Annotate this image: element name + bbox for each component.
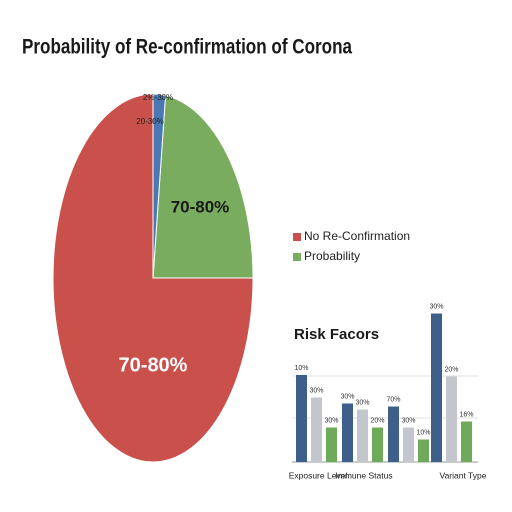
bar — [388, 406, 399, 462]
bar-label: 30% — [324, 417, 338, 424]
bar-label: 20% — [444, 366, 458, 373]
bar-label: 30% — [355, 399, 369, 406]
slice-label: 2%-30% — [143, 93, 173, 102]
chart-title: Probability of Re-confirmation of Corona — [22, 36, 352, 59]
legend-swatch — [293, 233, 301, 241]
bar — [372, 427, 383, 462]
bar — [357, 409, 368, 462]
bar-label: 30% — [340, 393, 354, 400]
pie-slice — [152, 94, 254, 279]
bar — [403, 427, 414, 462]
slice-label: 70-80% — [171, 197, 230, 216]
bar — [311, 397, 322, 462]
bar-label: 30% — [309, 387, 323, 394]
legend-label: Probability — [304, 249, 360, 263]
bar-title: Risk Facors — [294, 326, 379, 343]
bar-label: 10% — [294, 365, 308, 372]
slice-label: 20-30% — [136, 117, 164, 126]
bar — [461, 421, 472, 462]
x-tick-label: Exposure Level — [289, 470, 348, 480]
legend-label: No Re-Confirmation — [304, 229, 410, 243]
bar-label: 20% — [370, 417, 384, 424]
bar-label: 16% — [459, 411, 473, 418]
bar — [418, 439, 429, 462]
pie-slice — [152, 93, 167, 279]
bar — [431, 313, 442, 462]
slice-label: 70-80% — [119, 354, 188, 376]
bar-label: 30% — [429, 303, 443, 310]
bar — [446, 376, 457, 462]
pie-slice — [52, 93, 254, 463]
x-tick-label: Variant Type — [440, 470, 487, 480]
bar — [326, 427, 337, 462]
bar — [296, 375, 307, 462]
bar-label: 30% — [401, 417, 415, 424]
bar-label: 70% — [386, 396, 400, 403]
bar — [342, 403, 353, 462]
x-tick-label: Immune Status — [335, 470, 392, 480]
bar-label: 10% — [416, 429, 430, 436]
legend-swatch — [293, 253, 301, 261]
